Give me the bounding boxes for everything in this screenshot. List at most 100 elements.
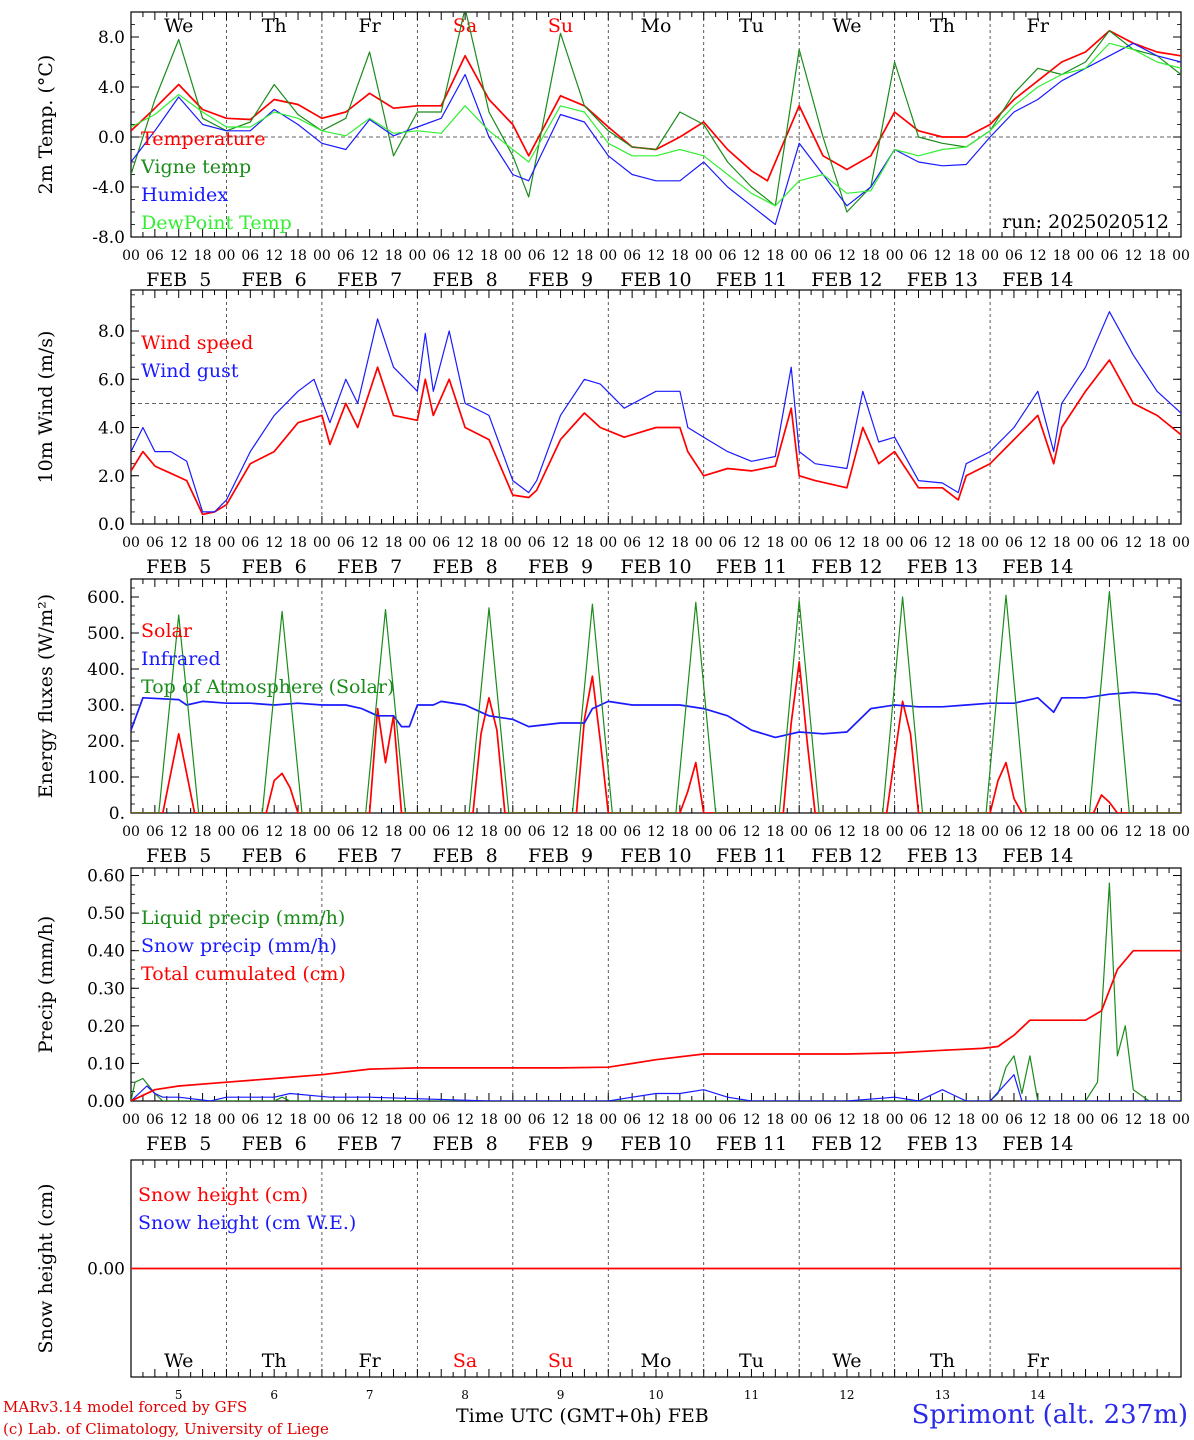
hour-label: 18 bbox=[957, 824, 975, 840]
hour-label: 12 bbox=[361, 824, 379, 840]
y-tick-label: 0. bbox=[109, 804, 125, 824]
hour-label: 06 bbox=[528, 248, 546, 264]
hour-label: 18 bbox=[480, 248, 498, 264]
hour-label: 00 bbox=[218, 1112, 236, 1128]
day-label: Tu bbox=[739, 1350, 764, 1372]
hour-label: 06 bbox=[432, 248, 450, 264]
hour-label: 18 bbox=[671, 248, 689, 264]
day-number: 7 bbox=[366, 1388, 374, 1402]
y-tick-label: 0.60 bbox=[87, 867, 125, 887]
date-label: FEB 11 bbox=[716, 1133, 787, 1155]
hour-label: 12 bbox=[1124, 535, 1142, 551]
y-tick-label: 300. bbox=[87, 696, 125, 716]
hour-label: 06 bbox=[910, 1112, 928, 1128]
date-label: FEB 7 bbox=[337, 556, 402, 578]
series-line-snow-precip-mm-h- bbox=[131, 1074, 1181, 1101]
day-number: 14 bbox=[1030, 1388, 1046, 1402]
series-line-humidex bbox=[131, 42, 1181, 226]
hour-label: 12 bbox=[361, 535, 379, 551]
panel-2: 0.0 2.0 4.0 6.0 8.0 10m Wind (m/s) 00 06 12 18 00 0… bbox=[35, 289, 1190, 578]
hour-label: 06 bbox=[719, 248, 737, 264]
date-label: FEB 8 bbox=[432, 1133, 497, 1155]
hour-label: 18 bbox=[289, 1112, 307, 1128]
series-line-dewpoint-temp bbox=[131, 42, 1181, 207]
hour-label: 06 bbox=[719, 535, 737, 551]
hour-label: 18 bbox=[671, 824, 689, 840]
y-tick-label: 8.0 bbox=[98, 322, 125, 342]
hour-label: 12 bbox=[1124, 824, 1142, 840]
hour-label: 06 bbox=[814, 824, 832, 840]
date-label: FEB 8 bbox=[432, 845, 497, 867]
date-label: FEB 14 bbox=[1002, 269, 1073, 291]
panel-3: 0. 100. 200. 300. 400. 500. 600. Energy fluxes … bbox=[35, 578, 1190, 867]
hour-label: 12 bbox=[1029, 1112, 1047, 1128]
hour-label: 12 bbox=[647, 248, 665, 264]
hour-label: 12 bbox=[456, 1112, 474, 1128]
hour-label: 12 bbox=[361, 248, 379, 264]
hour-label: 18 bbox=[575, 535, 593, 551]
hour-label: 18 bbox=[385, 248, 403, 264]
panel-5: 0.00 Snow height (cm) We Th Fr Sa Su Mo Tu We Th Fr… bbox=[35, 1159, 1182, 1402]
hour-label: 06 bbox=[146, 535, 164, 551]
hour-label: 12 bbox=[552, 1112, 570, 1128]
date-label: FEB 7 bbox=[337, 845, 402, 867]
hour-label: 12 bbox=[743, 535, 761, 551]
series-line-solar bbox=[131, 660, 1181, 813]
hour-label: 00 bbox=[313, 535, 331, 551]
hour-label: 12 bbox=[838, 248, 856, 264]
y-tick-label: 0.30 bbox=[87, 979, 125, 999]
y-tick-label: 8.0 bbox=[98, 28, 125, 48]
hour-label: 06 bbox=[1005, 824, 1023, 840]
hour-label: 12 bbox=[170, 824, 188, 840]
hour-label: 18 bbox=[862, 248, 880, 264]
hour-label: 00 bbox=[886, 1112, 904, 1128]
hour-label: 00 bbox=[313, 248, 331, 264]
hour-label: 18 bbox=[862, 535, 880, 551]
hour-label: 06 bbox=[623, 535, 641, 551]
hour-label: 18 bbox=[1148, 1112, 1166, 1128]
hour-label: 12 bbox=[647, 824, 665, 840]
hour-label: 06 bbox=[1100, 248, 1118, 264]
y-tick-label: 200. bbox=[87, 732, 125, 752]
hour-label: 12 bbox=[838, 535, 856, 551]
date-label: FEB 5 bbox=[146, 269, 211, 291]
hour-label: 12 bbox=[933, 535, 951, 551]
y-tick-label: 0.40 bbox=[87, 942, 125, 962]
day-label: Th bbox=[930, 15, 955, 37]
hour-label: 00 bbox=[122, 824, 140, 840]
hour-label: 06 bbox=[910, 535, 928, 551]
day-label: Tu bbox=[739, 15, 764, 37]
date-label: FEB 10 bbox=[620, 556, 691, 578]
hour-label: 12 bbox=[838, 824, 856, 840]
legend-entry: Snow height (cm) bbox=[138, 1184, 308, 1206]
hour-label: 12 bbox=[456, 248, 474, 264]
hour-label: 06 bbox=[337, 535, 355, 551]
hour-label: 12 bbox=[743, 1112, 761, 1128]
hour-label: 00 bbox=[695, 1112, 713, 1128]
hour-label: 00 bbox=[408, 1112, 426, 1128]
hour-label: 00 bbox=[1172, 824, 1190, 840]
legend-entry: Liquid precip (mm/h) bbox=[141, 907, 345, 929]
hour-label: 06 bbox=[1005, 535, 1023, 551]
hour-label: 12 bbox=[456, 535, 474, 551]
y-tick-label: 0.50 bbox=[87, 904, 125, 924]
hour-label: 18 bbox=[862, 824, 880, 840]
hour-label: 06 bbox=[432, 535, 450, 551]
hour-label: 12 bbox=[170, 535, 188, 551]
day-label: Fr bbox=[359, 1350, 382, 1372]
legend-entry: Humidex bbox=[141, 184, 228, 206]
day-label: Sa bbox=[453, 15, 477, 37]
hour-label: 06 bbox=[1100, 1112, 1118, 1128]
hour-label: 06 bbox=[719, 824, 737, 840]
hour-label: 12 bbox=[1029, 248, 1047, 264]
hour-label: 18 bbox=[957, 535, 975, 551]
hour-label: 18 bbox=[575, 824, 593, 840]
hour-label: 00 bbox=[695, 824, 713, 840]
date-label: FEB 13 bbox=[907, 269, 978, 291]
day-label: Su bbox=[548, 1350, 573, 1372]
hour-label: 18 bbox=[671, 1112, 689, 1128]
time-axis-label: Time UTC (GMT+0h) FEB bbox=[456, 1405, 709, 1427]
date-label: FEB 13 bbox=[907, 1133, 978, 1155]
hour-label: 00 bbox=[408, 535, 426, 551]
